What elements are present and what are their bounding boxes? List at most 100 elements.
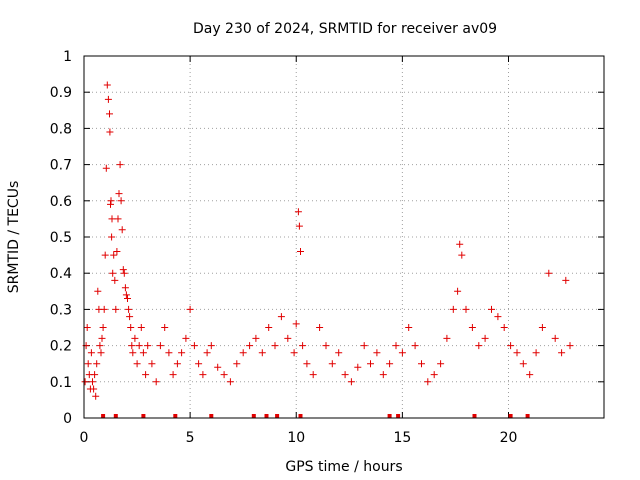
- data-point: [354, 363, 362, 371]
- data-point: [186, 305, 194, 313]
- data-point: [214, 363, 222, 371]
- data-point: [118, 226, 126, 234]
- data-point: [513, 349, 521, 357]
- rug-mark: [525, 414, 530, 418]
- data-point: [328, 360, 336, 368]
- data-point: [454, 287, 462, 295]
- data-point: [98, 334, 106, 342]
- data-point: [165, 349, 173, 357]
- data-point: [458, 251, 466, 259]
- data-point: [91, 371, 99, 379]
- data-point: [119, 266, 127, 274]
- data-point: [81, 378, 89, 386]
- rug-mark: [141, 414, 146, 418]
- data-point: [122, 291, 130, 299]
- data-point: [411, 342, 419, 350]
- data-point: [562, 276, 570, 284]
- data-point: [128, 342, 136, 350]
- rug-mark: [113, 414, 118, 418]
- data-point: [481, 334, 489, 342]
- rug-mark: [472, 414, 477, 418]
- data-point: [303, 360, 311, 368]
- data-point: [297, 248, 304, 255]
- data-point: [456, 240, 464, 248]
- data-point: [500, 324, 508, 331]
- rug-mark: [101, 414, 106, 418]
- y-tick-label: 0.9: [50, 85, 72, 101]
- data-point: [178, 349, 186, 357]
- data-point: [207, 342, 215, 350]
- data-point: [124, 295, 131, 302]
- data-point: [108, 233, 116, 241]
- data-point: [220, 371, 228, 379]
- data-point: [418, 360, 425, 368]
- data-point: [133, 360, 141, 368]
- data-point: [135, 342, 143, 350]
- data-point: [100, 305, 108, 313]
- y-tick-label: 0.2: [50, 339, 72, 355]
- data-point: [322, 342, 330, 350]
- data-point: [106, 128, 114, 136]
- x-axis-title: GPS time / hours: [285, 459, 402, 475]
- x-tick-label: 0: [80, 430, 89, 446]
- data-point: [468, 324, 476, 331]
- data-point: [405, 324, 413, 331]
- y-tick-label: 0.3: [50, 302, 72, 318]
- data-point: [101, 251, 109, 259]
- data-point: [199, 371, 207, 379]
- data-point: [97, 349, 105, 357]
- data-point: [558, 349, 566, 357]
- data-point: [252, 334, 260, 342]
- data-point: [148, 360, 156, 368]
- y-tick-label: 0.8: [50, 121, 72, 137]
- y-tick-label: 0: [63, 411, 72, 427]
- data-point: [142, 371, 150, 379]
- data-point: [113, 248, 121, 255]
- x-tick-label: 10: [287, 430, 305, 446]
- data-point: [83, 324, 91, 331]
- data-point: [111, 276, 119, 284]
- data-point: [127, 324, 135, 331]
- data-point: [152, 378, 160, 386]
- data-point: [424, 378, 432, 386]
- data-point: [131, 334, 139, 342]
- data-point: [129, 349, 137, 357]
- data-point: [367, 360, 374, 368]
- data-point: [156, 342, 164, 350]
- data-point: [102, 164, 110, 172]
- chart-title: Day 230 of 2024, SRMTID for receiver av0…: [193, 21, 497, 37]
- data-point: [347, 378, 355, 386]
- data-point: [169, 371, 177, 379]
- data-point: [125, 305, 133, 313]
- data-point: [93, 360, 101, 368]
- rug-mark: [209, 414, 214, 418]
- x-tick-label: 15: [393, 430, 411, 446]
- data-point: [271, 342, 279, 350]
- data-point: [379, 371, 387, 379]
- data-point: [386, 360, 394, 368]
- data-point: [449, 305, 457, 313]
- y-axis-title: SRMTID / TECUs: [6, 181, 22, 294]
- axis-ticks: 00.10.20.30.40.50.60.70.80.910 5 10 15 20: [50, 49, 604, 446]
- data-point: [96, 342, 104, 350]
- data-point: [87, 349, 95, 357]
- data-point: [538, 324, 546, 331]
- data-point: [104, 95, 112, 103]
- data-point: [295, 222, 303, 230]
- data-point: [277, 313, 285, 321]
- x-tick-label: 20: [500, 430, 518, 446]
- data-point: [121, 284, 129, 292]
- y-tick-label: 0.5: [50, 230, 72, 246]
- rug-mark: [508, 414, 513, 418]
- data-point: [109, 269, 117, 277]
- data-point: [309, 371, 317, 379]
- data-point: [507, 342, 515, 350]
- data-point: [108, 215, 116, 223]
- data-point: [92, 392, 100, 400]
- data-points: [81, 81, 574, 400]
- rug-mark: [387, 414, 392, 418]
- x-tick-label: 5: [186, 430, 195, 446]
- rug-mark: [298, 414, 303, 418]
